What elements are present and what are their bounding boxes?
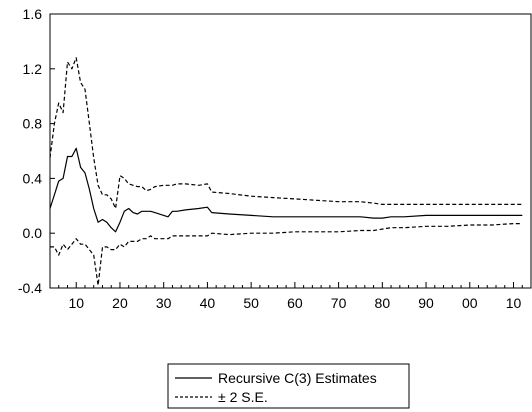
x-tick-label: 80 <box>375 295 391 311</box>
x-tick-label: 60 <box>287 295 303 311</box>
series-line-2 <box>50 223 523 286</box>
x-tick-label: 70 <box>331 295 347 311</box>
x-tick-label: 10 <box>68 295 84 311</box>
y-axis: -0.4 0.0 0.4 0.8 1.2 1.6 <box>18 6 55 296</box>
plot-frame <box>49 13 532 289</box>
legend-box <box>167 363 410 409</box>
y-tick-label: 0.0 <box>23 225 43 241</box>
x-tick-label: 10 <box>506 295 522 311</box>
legend: Recursive C(3) Estimates ± 2 S.E. <box>167 363 410 409</box>
series-layer <box>49 57 523 286</box>
x-tick-label: 20 <box>112 295 128 311</box>
x-tick-label: 30 <box>156 295 172 311</box>
x-tick-label: 90 <box>418 295 434 311</box>
legend-label-estimates: Recursive C(3) Estimates <box>218 370 377 386</box>
y-tick-label: 0.8 <box>23 116 43 132</box>
series-line-0 <box>49 147 523 233</box>
series-line-1 <box>49 57 523 210</box>
x-axis: 10 20 30 40 50 60 70 80 90 00 10 <box>58 282 523 311</box>
x-tick-label: 00 <box>462 295 478 311</box>
legend-label-se: ± 2 S.E. <box>218 389 268 405</box>
y-tick-label: 1.6 <box>23 6 43 22</box>
x-tick-label: 50 <box>243 295 259 311</box>
y-tick-label: 1.2 <box>23 61 43 77</box>
x-tick-label: 40 <box>200 295 216 311</box>
y-tick-label: -0.4 <box>18 280 42 296</box>
plot-area-border <box>49 13 532 289</box>
y-tick-label: 0.4 <box>23 170 43 186</box>
